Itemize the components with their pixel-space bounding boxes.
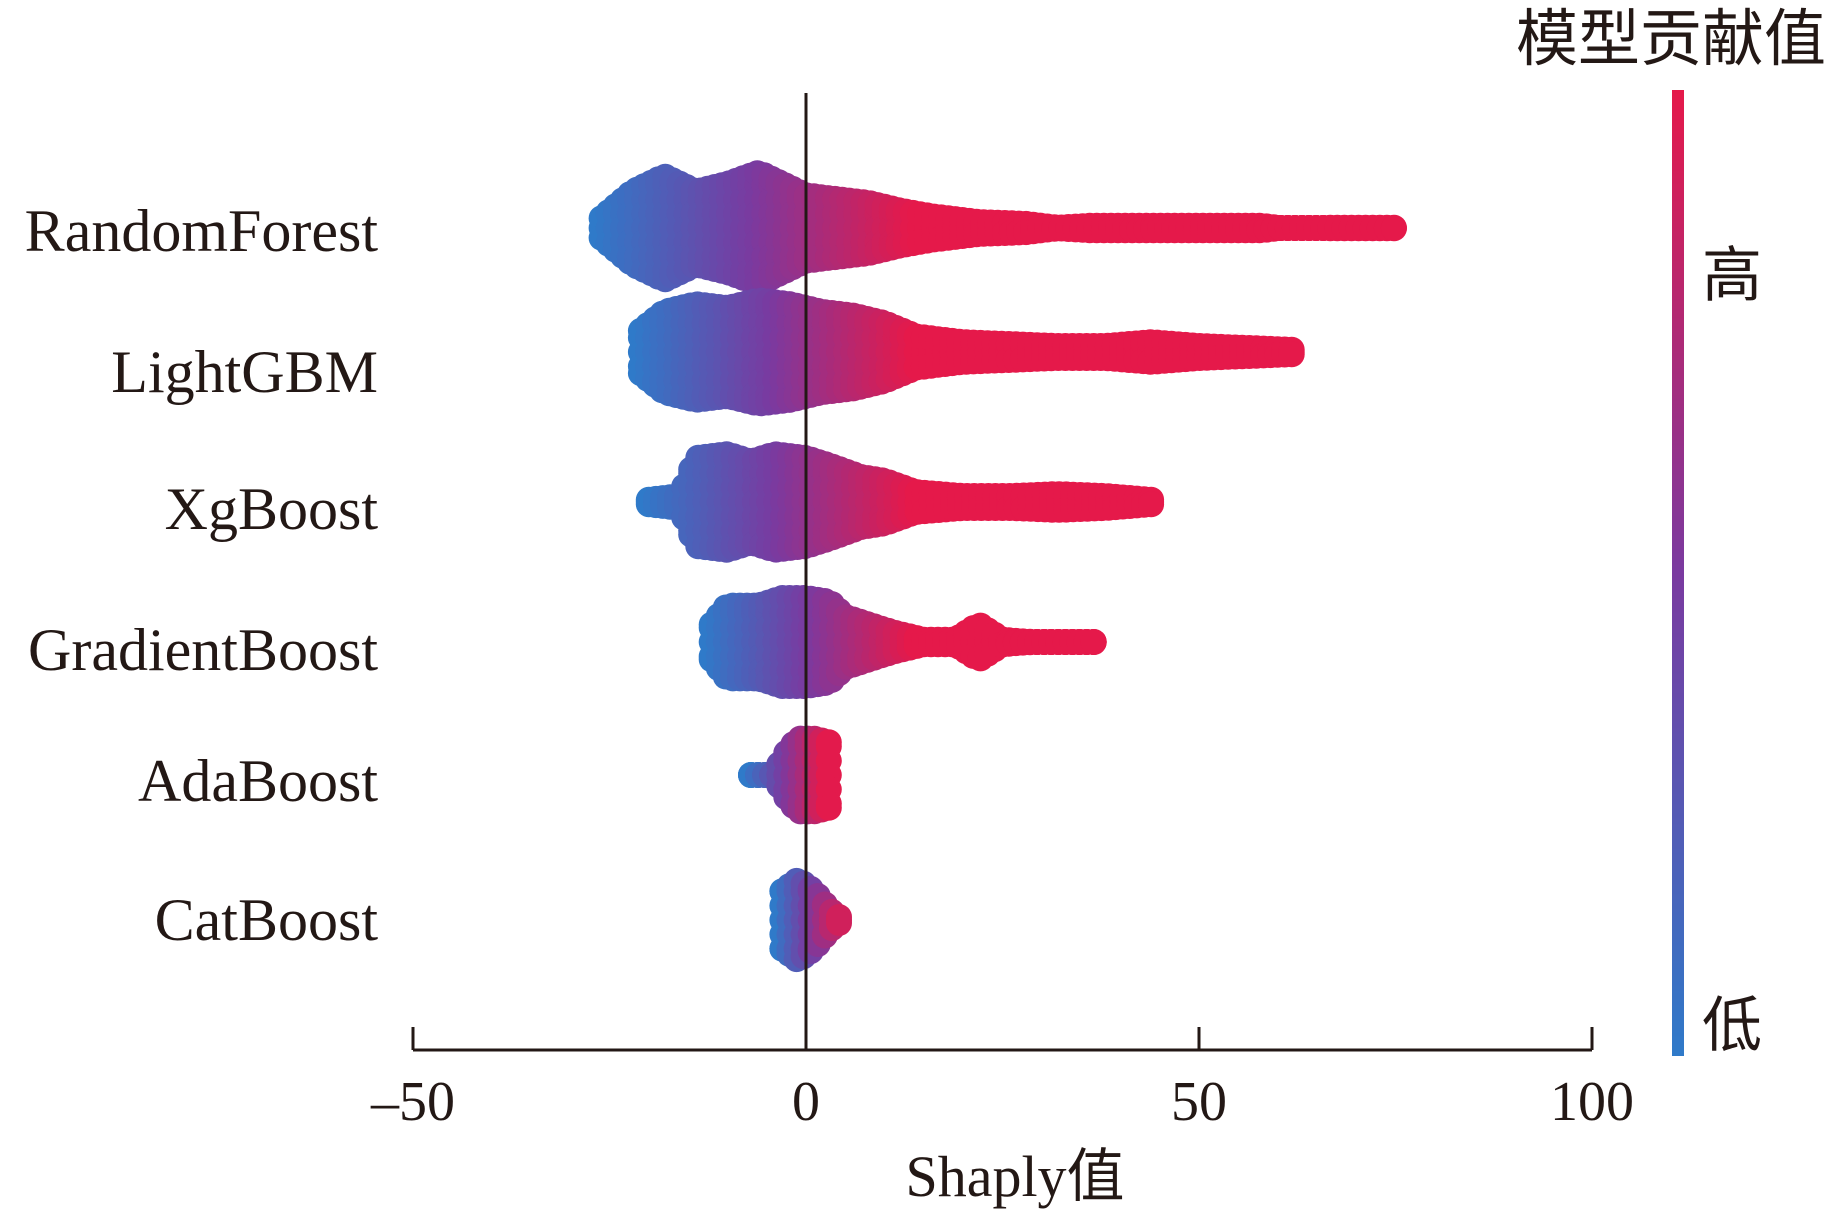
row-label-adaboost: AdaBoost (138, 748, 378, 814)
swarm-point (815, 794, 842, 821)
swarm-point (1138, 491, 1165, 518)
swarm-point (1278, 341, 1305, 368)
colorbar-title: 模型贡献值 (1516, 2, 1826, 75)
x-tick-labels: –50 0 50 100 (370, 1071, 1634, 1133)
swarm-layer (588, 160, 1407, 973)
swarm-point (815, 729, 842, 756)
row-label-gradientboost: GradientBoost (28, 617, 378, 683)
swarm-point (1080, 629, 1107, 655)
x-ticks (411, 1027, 1594, 1050)
row-label-randomforest: RandomForest (25, 198, 379, 264)
x-axis: –50 0 50 100 Shaply值 (370, 1027, 1634, 1209)
colorbar: 模型贡献值 高 低 (1516, 2, 1826, 1061)
swarm-gradientboost (698, 585, 1107, 699)
swarm-point (826, 910, 852, 936)
x-axis-title: Shaply值 (905, 1144, 1124, 1209)
x-tick-label: –50 (370, 1071, 455, 1133)
row-label-catboost: CatBoost (155, 887, 379, 953)
swarm-point (1380, 215, 1407, 242)
colorbar-high-label: 高 (1702, 241, 1762, 311)
swarm-randomforest (588, 160, 1407, 296)
x-tick-label: 100 (1550, 1071, 1634, 1133)
swarm-adaboost (738, 725, 842, 825)
colorbar-low-label: 低 (1702, 991, 1762, 1061)
swarm-lightgbm (627, 287, 1305, 417)
swarm-catboost (769, 867, 852, 973)
row-label-lightgbm: LightGBM (111, 339, 378, 405)
colorbar-gradient-bar (1672, 90, 1684, 1056)
x-tick-label: 0 (792, 1071, 820, 1133)
row-labels: RandomForest LightGBM XgBoost GradientBo… (25, 198, 379, 953)
row-label-xgboost: XgBoost (165, 476, 379, 542)
x-tick-label: 50 (1171, 1071, 1227, 1133)
swarm-xgboost (635, 441, 1165, 563)
